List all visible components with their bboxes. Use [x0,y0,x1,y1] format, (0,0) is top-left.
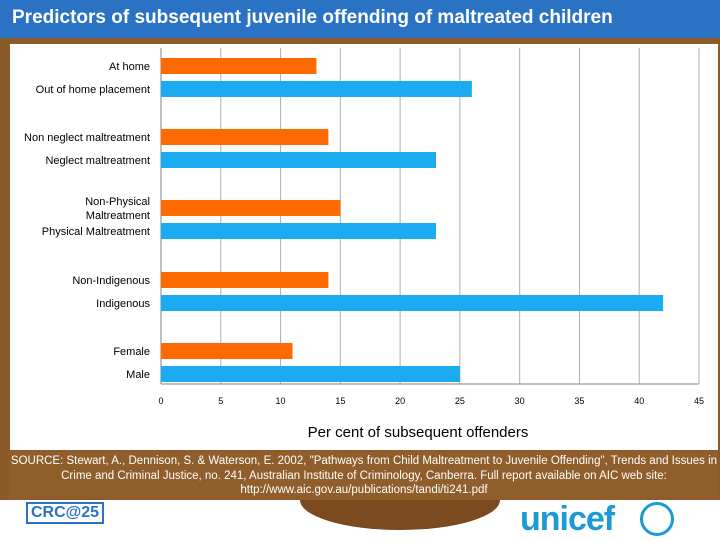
bar-7 [161,295,664,311]
category-label-9: Male [126,369,150,381]
bar-chart: At home Out of home placement Non neglect … [24,48,704,441]
category-label-3: Neglect maltreatment [45,155,150,167]
table-decoration [300,500,500,530]
category-label-7: Indigenous [96,298,150,310]
category-label-4-line-1: Maltreatment [86,210,150,222]
x-tick-label-9: 45 [694,396,704,406]
slide-title: Predictors of subsequent juvenile offend… [0,0,720,38]
bar-5 [161,223,436,239]
x-tick-label-2: 10 [276,396,286,406]
bar-6 [161,272,329,288]
chart-panel: At home Out of home placement Non neglect … [10,44,718,450]
category-label-5: Physical Maltreatment [42,226,150,238]
category-label-4: Non-Physical Maltreatment [85,196,150,222]
category-label-6: Non-Indigenous [72,275,150,287]
bar-4 [161,200,341,216]
bar-9 [161,366,460,382]
category-label-1: Out of home placement [36,84,150,96]
bar-0 [161,58,317,74]
x-tick-label-1: 5 [218,396,223,406]
category-label-2: Non neglect maltreatment [24,132,150,144]
x-tick-label-3: 15 [335,396,345,406]
category-label-4-line-0: Non-Physical [85,196,150,208]
bar-2 [161,129,329,145]
bar-3 [161,152,436,168]
x-tick-label-8: 40 [634,396,644,406]
category-label-0: At home [109,61,150,73]
unicef-emblem-icon [640,502,674,536]
category-label-8: Female [113,346,150,358]
x-tick-label-6: 30 [515,396,525,406]
x-tick-label-0: 0 [158,396,163,406]
x-tick-label-4: 20 [395,396,405,406]
bar-8 [161,343,293,359]
bar-1 [161,81,472,97]
x-tick-label-5: 25 [455,396,465,406]
source-citation: SOURCE: Stewart, A., Dennison, S. & Wate… [10,451,718,499]
x-tick-label-7: 35 [574,396,584,406]
footer: CRC@25 unicef [0,500,720,540]
x-axis-title: Per cent of subsequent offenders [308,424,529,441]
unicef-logo: unicef [520,500,615,538]
crc25-logo: CRC@25 [26,502,104,524]
